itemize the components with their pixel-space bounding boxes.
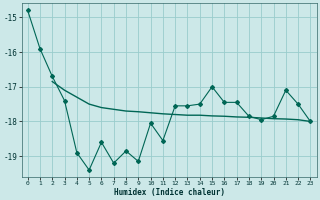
- X-axis label: Humidex (Indice chaleur): Humidex (Indice chaleur): [114, 188, 225, 197]
